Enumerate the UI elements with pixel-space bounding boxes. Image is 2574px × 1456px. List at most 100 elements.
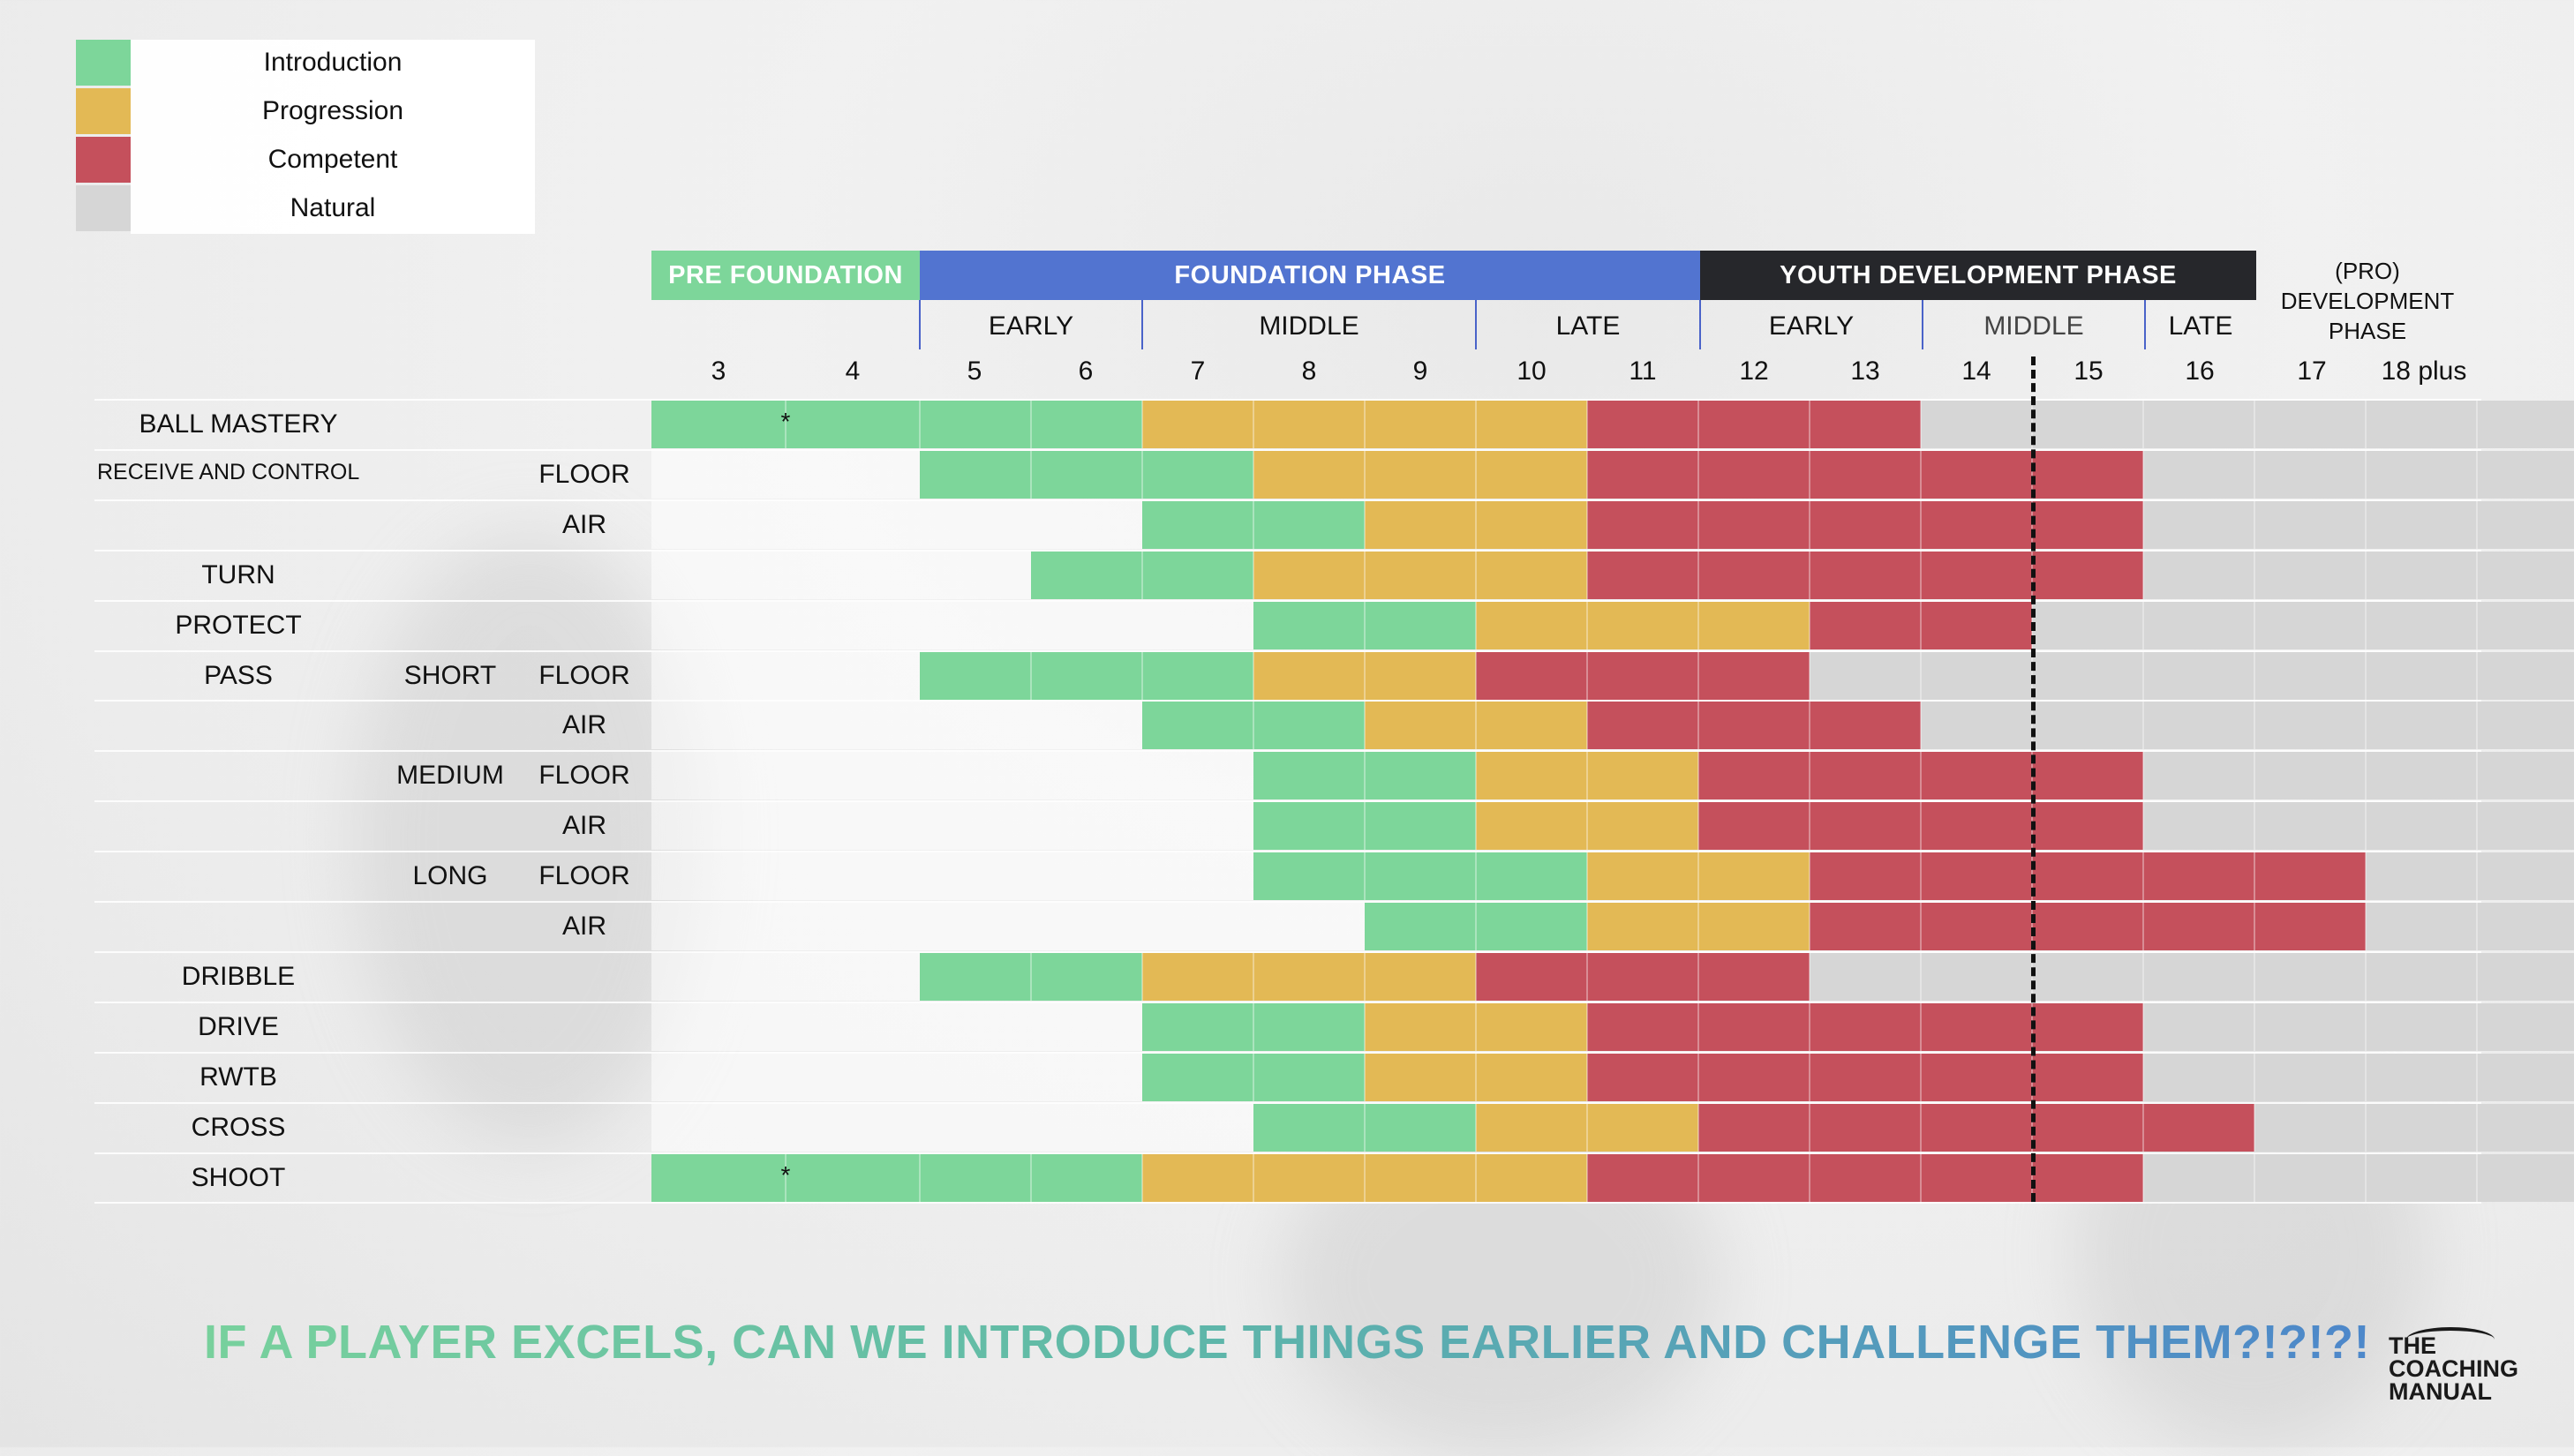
grid-cell xyxy=(2143,852,2254,901)
dashed-divider xyxy=(2031,356,2036,1202)
grid-cell xyxy=(651,1153,786,1202)
cell-divider xyxy=(1364,651,1366,700)
grid-cell xyxy=(1810,500,1921,549)
cell-divider xyxy=(2365,551,2367,599)
cell-divider xyxy=(1809,1002,1810,1051)
grid-cell xyxy=(1587,752,1698,800)
row-separator xyxy=(94,1051,2481,1054)
cell-divider xyxy=(1364,401,1366,448)
row-label: CROSS xyxy=(191,1112,286,1142)
grid-cell xyxy=(2254,802,2366,851)
grid-cell xyxy=(786,450,920,499)
grid-cell xyxy=(1810,601,1921,649)
cell-divider xyxy=(2142,401,2144,448)
row-label: AIR xyxy=(561,509,606,539)
grid-cell xyxy=(1698,952,1810,1001)
grid-cell xyxy=(651,802,786,851)
subphase-youth-middle: MIDDLE xyxy=(1983,311,2084,341)
grid-cell xyxy=(2254,1002,2366,1051)
grid-cell xyxy=(1587,952,1698,1001)
star-marker: * xyxy=(780,408,791,435)
grid-cell xyxy=(1142,1002,1253,1051)
phase-foundation: FOUNDATION PHASE xyxy=(920,251,1700,300)
grid-cell xyxy=(1365,1153,1476,1202)
grid-cell xyxy=(1031,401,1142,448)
row-separator xyxy=(94,1001,2481,1003)
grid-cell xyxy=(1810,1002,1921,1051)
cell-divider xyxy=(2254,752,2255,800)
grid-cell xyxy=(1476,551,1587,599)
grid-cell xyxy=(920,802,1031,851)
grid-cell xyxy=(1031,1153,1142,1202)
grid-cell xyxy=(1810,802,1921,851)
grid-cell xyxy=(1587,1153,1698,1202)
grid-cell xyxy=(2366,952,2477,1001)
grid-cell xyxy=(2477,903,2574,950)
grid-cell xyxy=(1031,903,1142,950)
subphase-divider xyxy=(1699,300,1701,349)
cell-divider xyxy=(1920,651,1922,700)
grid-cell xyxy=(2032,952,2143,1001)
cell-divider xyxy=(2142,802,2144,851)
cell-divider xyxy=(1697,852,1699,901)
cell-divider xyxy=(1253,1153,1254,1202)
grid-cell xyxy=(1253,1103,1365,1152)
grid-cell xyxy=(1810,752,1921,800)
cell-divider xyxy=(1697,702,1699,750)
subphase-foundation-middle: MIDDLE xyxy=(1259,311,1359,341)
subphase-youth-early: EARLY xyxy=(1768,311,1855,341)
legend-item-natural: Natural xyxy=(76,185,535,234)
grid-cell xyxy=(1698,1103,1810,1152)
row-separator xyxy=(94,901,2481,903)
grid-cell xyxy=(1031,952,1142,1001)
cell-divider xyxy=(2142,1053,2144,1101)
grid-cell xyxy=(2254,952,2366,1001)
cell-divider xyxy=(2365,702,2367,750)
logo-line: COACHING xyxy=(2389,1355,2518,1382)
grid-cell xyxy=(1810,1153,1921,1202)
phase-pre-foundation: PRE FOUNDATION xyxy=(651,251,920,300)
grid-cell xyxy=(651,651,786,700)
grid-cell xyxy=(1921,1053,2032,1101)
grid-cell xyxy=(1476,1053,1587,1101)
grid-cell xyxy=(2366,1002,2477,1051)
grid-cell xyxy=(2032,1053,2143,1101)
row-label: PROTECT xyxy=(175,610,302,640)
grid-cell xyxy=(2143,903,2254,950)
grid-cell xyxy=(2254,1153,2366,1202)
grid-cell xyxy=(2254,551,2366,599)
grid-cell xyxy=(1476,1002,1587,1051)
grid-cell xyxy=(1476,1103,1587,1152)
grid-cell xyxy=(1476,401,1587,448)
age-label: 8 xyxy=(1301,356,1317,386)
cell-divider xyxy=(1475,601,1477,649)
grid-cell xyxy=(1253,702,1365,750)
grid-cell xyxy=(1253,1053,1365,1101)
grid-cell xyxy=(2143,702,2254,750)
grid-cell xyxy=(1365,500,1476,549)
grid-cell xyxy=(1587,551,1698,599)
cell-divider xyxy=(1475,952,1477,1001)
row-label: AIR xyxy=(561,811,606,841)
age-label: 6 xyxy=(1078,356,1094,386)
grid-cell xyxy=(1810,401,1921,448)
cell-divider xyxy=(1475,551,1477,599)
legend-item-progression: Progression xyxy=(76,88,535,137)
subphase-divider xyxy=(1475,300,1477,349)
grid-cell xyxy=(1142,1153,1253,1202)
age-label: 5 xyxy=(967,356,982,386)
grid-cell xyxy=(786,1103,920,1152)
age-label: 10 xyxy=(1517,356,1547,386)
cell-divider xyxy=(1586,551,1588,599)
cell-divider xyxy=(1364,702,1366,750)
cell-divider xyxy=(1697,952,1699,1001)
cell-divider xyxy=(1253,401,1254,448)
cell-divider xyxy=(1809,852,1810,901)
grid-cell xyxy=(2254,1103,2366,1152)
cell-divider xyxy=(1586,500,1588,549)
grid-cell xyxy=(1810,551,1921,599)
cell-divider xyxy=(1253,1002,1254,1051)
cell-divider xyxy=(2254,1103,2255,1152)
grid-cell xyxy=(2254,852,2366,901)
grid-cell xyxy=(786,952,920,1001)
